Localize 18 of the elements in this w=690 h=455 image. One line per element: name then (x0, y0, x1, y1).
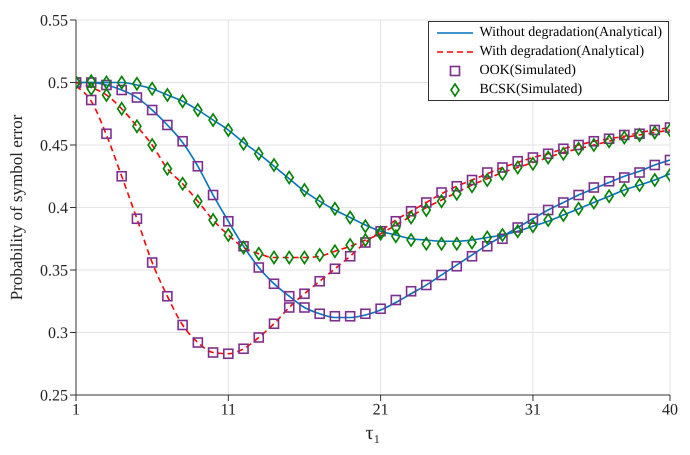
x-tick-label: 11 (220, 401, 236, 418)
y-tick-label: 0.3 (48, 325, 68, 342)
x-axis-title: τ₁ (365, 422, 381, 444)
x-tick-label: 21 (372, 401, 389, 418)
y-tick-label: 0.35 (40, 262, 68, 280)
legend-label: Without degradation(Analytical) (479, 24, 662, 42)
y-tick-label: 0.45 (40, 138, 68, 155)
y-tick-label: 0.55 (40, 12, 68, 30)
y-axis-title: Probability of symbol error (7, 114, 26, 300)
legend-label: OOK(Simulated) (479, 62, 576, 80)
x-tick-label: 31 (524, 401, 541, 418)
legend-label: BCSK(Simulated) (479, 80, 582, 98)
legend-label: With degradation(Analytical) (479, 42, 644, 60)
y-tick-label: 0.5 (48, 75, 68, 92)
y-tick-label: 0.4 (48, 200, 68, 218)
y-tick-label: 0.25 (40, 388, 68, 405)
x-tick-label: 40 (662, 401, 678, 418)
x-tick-label: 1 (72, 401, 80, 418)
